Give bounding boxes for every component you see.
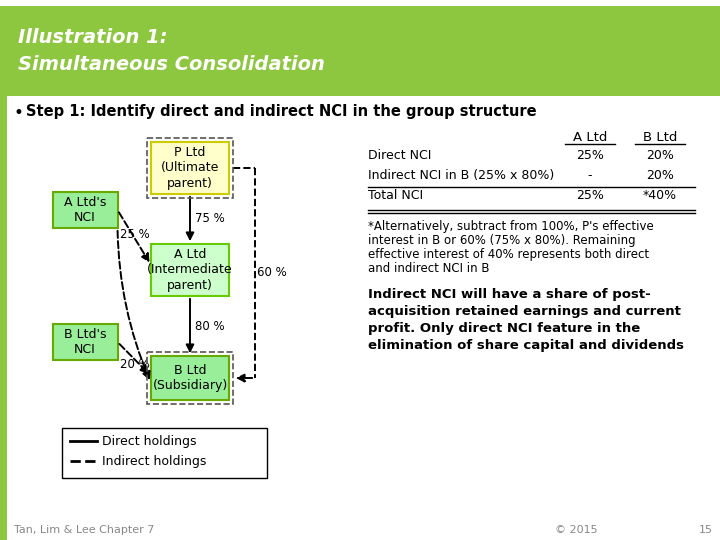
FancyBboxPatch shape: [151, 244, 229, 296]
Text: B Ltd's
NCI: B Ltd's NCI: [64, 328, 107, 356]
Bar: [0, 0, 720, 6]
Text: A Ltd: A Ltd: [573, 131, 607, 144]
Text: interest in B or 60% (75% x 80%). Remaining: interest in B or 60% (75% x 80%). Remain…: [368, 234, 636, 247]
Bar: [62, 428, 267, 478]
Text: 20%: 20%: [646, 169, 674, 182]
Text: B Ltd
(Subsidiary): B Ltd (Subsidiary): [153, 364, 228, 392]
Text: profit. Only direct NCI feature in the: profit. Only direct NCI feature in the: [368, 322, 640, 335]
Text: Indirect holdings: Indirect holdings: [102, 455, 207, 468]
Text: A Ltd's
NCI: A Ltd's NCI: [64, 196, 106, 224]
FancyBboxPatch shape: [151, 142, 229, 194]
Bar: [0, 96, 720, 540]
Bar: [0, 96, 7, 540]
Text: -: -: [588, 169, 593, 182]
Text: Total NCI: Total NCI: [368, 189, 423, 202]
Text: effective interest of 40% represents both direct: effective interest of 40% represents bot…: [368, 248, 649, 261]
Text: P Ltd
(Ultimate
parent): P Ltd (Ultimate parent): [161, 146, 219, 190]
Text: A Ltd
(Intermediate
parent): A Ltd (Intermediate parent): [147, 248, 233, 292]
Text: 25%: 25%: [576, 189, 604, 202]
FancyBboxPatch shape: [151, 356, 229, 400]
Text: 20 %: 20 %: [120, 358, 150, 371]
Text: elimination of share capital and dividends: elimination of share capital and dividen…: [368, 339, 684, 352]
Text: B Ltd: B Ltd: [643, 131, 678, 144]
Text: 25 %: 25 %: [120, 228, 150, 241]
Text: Tan, Lim & Lee Chapter 7: Tan, Lim & Lee Chapter 7: [14, 525, 154, 535]
Text: 25%: 25%: [576, 149, 604, 162]
Text: and indirect NCI in B: and indirect NCI in B: [368, 262, 490, 275]
Text: Indirect NCI will have a share of post-: Indirect NCI will have a share of post-: [368, 288, 651, 301]
Text: 20%: 20%: [646, 149, 674, 162]
Text: Step 1: Identify direct and indirect NCI in the group structure: Step 1: Identify direct and indirect NCI…: [26, 104, 536, 119]
Text: Simultaneous Consolidation: Simultaneous Consolidation: [18, 55, 325, 74]
Text: Indirect NCI in B (25% x 80%): Indirect NCI in B (25% x 80%): [368, 169, 554, 182]
Text: 60 %: 60 %: [257, 267, 287, 280]
Bar: [0, 6, 720, 96]
FancyBboxPatch shape: [53, 324, 117, 360]
Text: © 2015: © 2015: [555, 525, 598, 535]
Text: Direct NCI: Direct NCI: [368, 149, 431, 162]
Text: 75 %: 75 %: [195, 213, 225, 226]
FancyBboxPatch shape: [53, 192, 117, 228]
Text: 15: 15: [699, 525, 713, 535]
Text: Direct holdings: Direct holdings: [102, 435, 197, 448]
Text: Illustration 1:: Illustration 1:: [18, 28, 168, 47]
Text: acquisition retained earnings and current: acquisition retained earnings and curren…: [368, 305, 681, 318]
Text: *Alternatively, subtract from 100%, P's effective: *Alternatively, subtract from 100%, P's …: [368, 220, 654, 233]
Text: •: •: [14, 104, 24, 122]
Text: 80 %: 80 %: [195, 320, 225, 333]
Text: *40%: *40%: [643, 189, 677, 202]
